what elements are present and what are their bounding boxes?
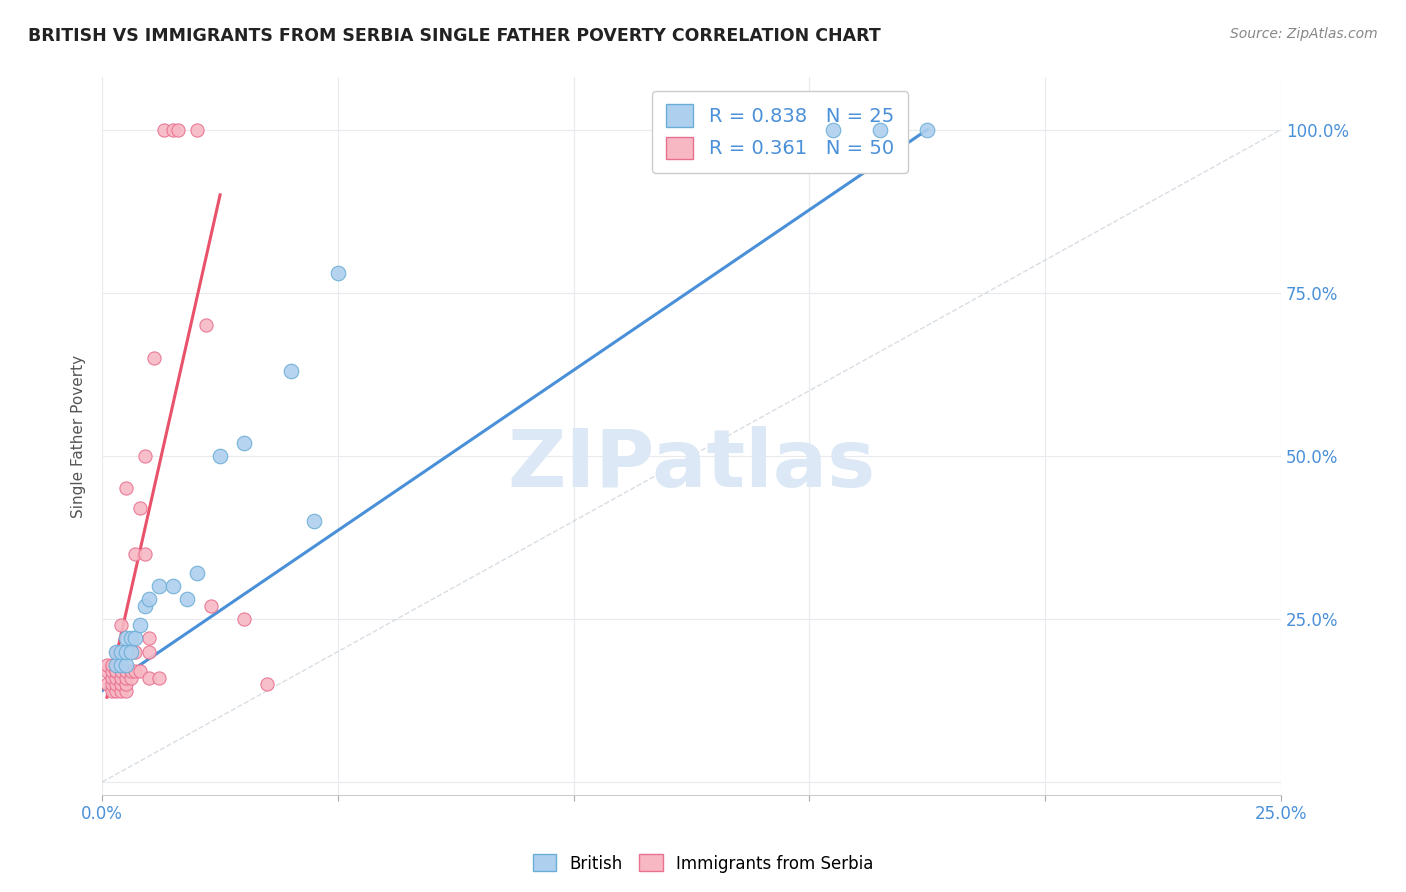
Point — [114, 644, 136, 658]
Point — [110, 657, 132, 672]
Legend: R = 0.838   N = 25, R = 0.361   N = 50: R = 0.838 N = 25, R = 0.361 N = 50 — [652, 91, 908, 173]
Point — [120, 664, 142, 678]
Point — [114, 677, 136, 691]
Point — [110, 664, 132, 678]
Point — [105, 671, 128, 685]
Point — [124, 632, 146, 646]
Point — [129, 664, 152, 678]
Point — [124, 547, 146, 561]
Point — [105, 664, 128, 678]
Legend: British, Immigrants from Serbia: British, Immigrants from Serbia — [526, 847, 880, 880]
Point — [138, 644, 160, 658]
Point — [162, 579, 184, 593]
Point — [105, 657, 128, 672]
Point — [166, 122, 188, 136]
Point — [110, 671, 132, 685]
Text: ZIPatlas: ZIPatlas — [508, 426, 876, 504]
Point — [138, 632, 160, 646]
Point — [110, 644, 132, 658]
Point — [110, 618, 132, 632]
Point — [120, 632, 142, 646]
Point — [869, 122, 891, 136]
Point — [120, 671, 142, 685]
Point — [200, 599, 222, 613]
Point — [152, 122, 174, 136]
Point — [162, 122, 184, 136]
Point — [256, 677, 278, 691]
Point — [134, 547, 156, 561]
Point — [209, 449, 232, 463]
Point — [100, 677, 122, 691]
Point — [114, 644, 136, 658]
Point — [143, 351, 166, 365]
Point — [114, 671, 136, 685]
Point — [114, 657, 136, 672]
Point — [96, 664, 118, 678]
Point — [120, 644, 142, 658]
Point — [124, 644, 146, 658]
Point — [186, 122, 208, 136]
Point — [232, 612, 254, 626]
Point — [821, 122, 844, 136]
Point — [194, 318, 217, 333]
Point — [120, 644, 142, 658]
Point — [326, 266, 349, 280]
Point — [100, 671, 122, 685]
Point — [110, 644, 132, 658]
Point — [280, 364, 302, 378]
Point — [100, 664, 122, 678]
Point — [105, 683, 128, 698]
Point — [110, 683, 132, 698]
Point — [129, 501, 152, 516]
Point — [105, 657, 128, 672]
Point — [138, 592, 160, 607]
Point — [100, 657, 122, 672]
Point — [304, 514, 326, 528]
Point — [232, 435, 254, 450]
Point — [96, 677, 118, 691]
Point — [105, 644, 128, 658]
Point — [110, 677, 132, 691]
Point — [114, 683, 136, 698]
Text: Source: ZipAtlas.com: Source: ZipAtlas.com — [1230, 27, 1378, 41]
Point — [114, 632, 136, 646]
Point — [134, 449, 156, 463]
Point — [138, 671, 160, 685]
Y-axis label: Single Father Poverty: Single Father Poverty — [72, 355, 86, 518]
Point — [148, 671, 170, 685]
Text: BRITISH VS IMMIGRANTS FROM SERBIA SINGLE FATHER POVERTY CORRELATION CHART: BRITISH VS IMMIGRANTS FROM SERBIA SINGLE… — [28, 27, 882, 45]
Point — [148, 579, 170, 593]
Point — [129, 618, 152, 632]
Point — [96, 657, 118, 672]
Point — [105, 664, 128, 678]
Point — [917, 122, 939, 136]
Point — [186, 566, 208, 581]
Point — [176, 592, 198, 607]
Point — [114, 664, 136, 678]
Point — [105, 644, 128, 658]
Point — [105, 677, 128, 691]
Point — [100, 683, 122, 698]
Point — [114, 482, 136, 496]
Point — [134, 599, 156, 613]
Point — [124, 664, 146, 678]
